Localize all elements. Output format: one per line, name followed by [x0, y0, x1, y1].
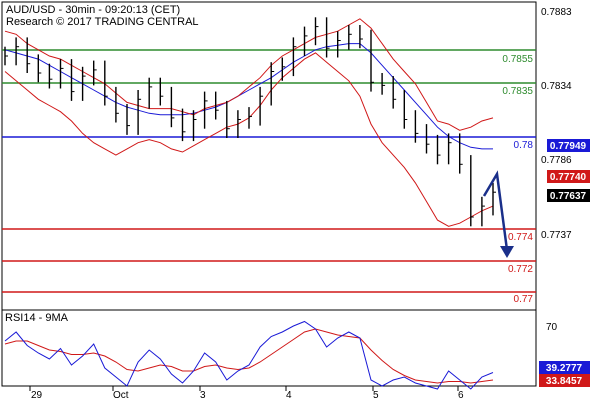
rsi-value-tag-bg: [539, 361, 590, 374]
level-label-2: 0.78: [514, 140, 534, 151]
level-label-3: 0.774: [508, 232, 533, 243]
last-price-tag: 0.77637: [550, 191, 587, 202]
level-label-4: 0.772: [508, 264, 533, 275]
price-bars: [4, 17, 496, 227]
price-tick-0: 0.7883: [541, 7, 572, 18]
rsi-ma-value-tag: 33.8457: [546, 376, 583, 387]
price-tick-2: 0.7786: [541, 155, 572, 166]
projection-arrowhead: [500, 246, 514, 258]
chart-copyright: Research © 2017 TRADING CENTRAL: [6, 16, 199, 28]
moving-average-line: [4, 43, 493, 150]
level-label-1: 0.7835: [502, 86, 533, 97]
rsi-title: RSI14 - 9MA: [5, 312, 69, 324]
level-label-0: 0.7855: [502, 54, 533, 65]
rsi-ma-value-tag-bg: [539, 374, 590, 387]
high-price-tag-bg: [547, 170, 590, 183]
chart-title: AUD/USD - 30min - 09:20:13 (CET): [6, 4, 180, 16]
rsi-tick-70: 70: [546, 322, 558, 333]
price-tick-1: 0.7834: [541, 81, 572, 92]
projection-arrow-line: [482, 170, 509, 251]
rsi-value-tag: 39.2777: [546, 363, 583, 374]
pivot-price-tag-bg: [547, 139, 590, 152]
time-tick-1: Oct: [113, 390, 129, 400]
time-tick-0: 29: [31, 390, 43, 400]
pivot-price-tag: 0.77949: [550, 141, 587, 152]
price-tick-3: 0.7737: [541, 230, 572, 241]
last-price-tag-bg: [547, 189, 590, 202]
time-tick-5: 6: [458, 390, 464, 400]
time-tick-2: 3: [200, 390, 206, 400]
bollinger-upper-line: [4, 18, 494, 131]
rsi-ma-line: [4, 328, 494, 384]
high-price-tag: 0.77740: [550, 172, 587, 183]
time-tick-4: 5: [373, 390, 379, 400]
rsi-line: [4, 320, 494, 390]
time-tick-3: 4: [286, 390, 292, 400]
level-label-5: 0.77: [514, 294, 534, 305]
